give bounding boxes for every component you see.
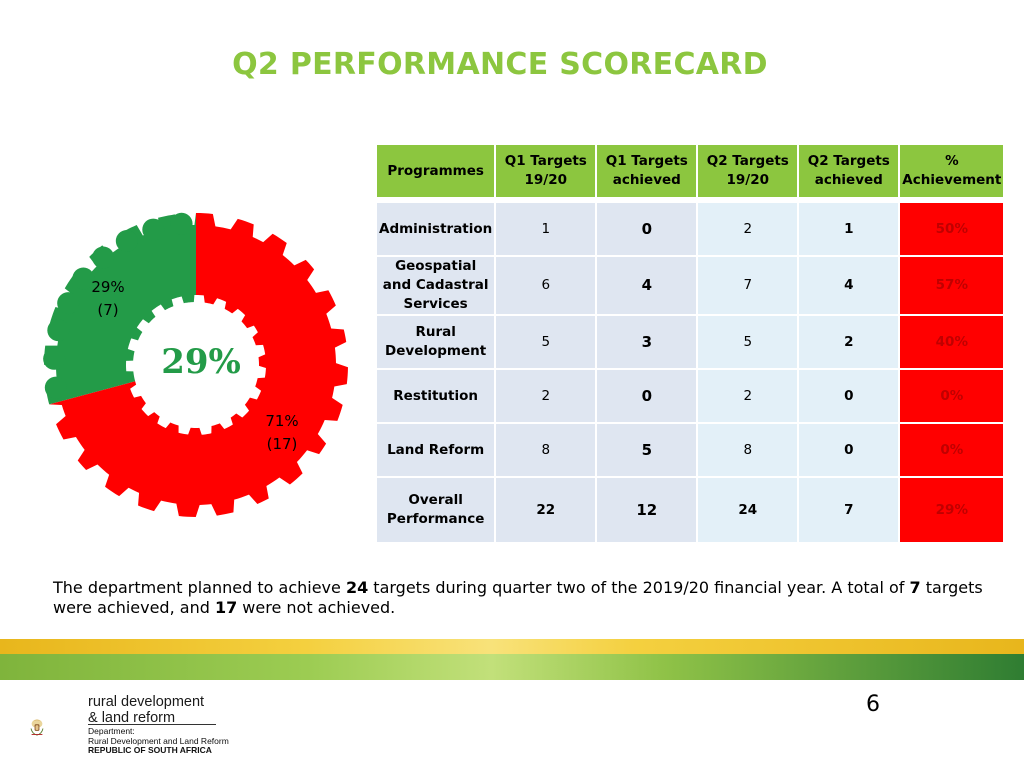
table-row: Geospatial and Cadastral Services 6 4 7 … (377, 257, 1004, 314)
q1-targets-cell: 22 (496, 478, 596, 542)
summary-text: The department planned to achieve (53, 578, 346, 597)
q1-achieved-cell: 5 (597, 424, 697, 476)
logo-divider (88, 724, 216, 725)
achievement-cell: 50% (900, 203, 1004, 255)
programme-cell: Restitution (377, 370, 495, 422)
table-row: Restitution 2 0 2 0 0% (377, 370, 1004, 422)
q2-achieved-cell: 1 (799, 203, 899, 255)
programme-cell: Geospatial and Cadastral Services (377, 257, 495, 314)
page-title: Q2 PERFORMANCE SCORECARD (232, 47, 768, 82)
header-achievement: % Achievement (900, 145, 1004, 197)
q2-targets-cell: 5 (698, 316, 798, 368)
logo-department: Department: Rural Development and Land R… (88, 726, 229, 756)
donut-slices (43, 212, 348, 517)
q2-achieved-cell: 0 (799, 424, 899, 476)
q2-achieved-cell: 4 (799, 257, 899, 314)
header-q1-targets: Q1 Targets 19/20 (496, 145, 596, 197)
donut-green-knobs (43, 212, 193, 399)
table-row: Rural Development 5 3 5 2 40% (377, 316, 1004, 368)
table-row-total: Overall Performance 22 12 24 7 29% (377, 478, 1004, 542)
summary-text: targets during quarter two of the 2019/2… (368, 578, 910, 597)
logo-country: REPUBLIC OF SOUTH AFRICA (88, 745, 212, 755)
q1-targets-cell: 1 (496, 203, 596, 255)
donut-knob (47, 319, 70, 342)
programme-cell: Administration (377, 203, 495, 255)
achievement-cell: 0% (900, 370, 1004, 422)
achievement-cell: 0% (900, 424, 1004, 476)
q1-achieved-cell: 0 (597, 203, 697, 255)
q1-targets-cell: 8 (496, 424, 596, 476)
q1-achieved-cell: 12 (597, 478, 697, 542)
achievement-cell: 29% (900, 478, 1004, 542)
q1-targets-cell: 6 (496, 257, 596, 314)
slice-label-green-percent: 29% (91, 278, 124, 296)
programme-cell: Rural Development (377, 316, 495, 368)
donut-knob (44, 376, 67, 399)
q1-achieved-cell: 4 (597, 257, 697, 314)
q2-targets-cell: 7 (698, 257, 798, 314)
donut-knob (57, 292, 80, 315)
achievement-cell: 40% (900, 316, 1004, 368)
summary-text: were not achieved. (237, 598, 396, 617)
summary-not-achieved-count: 17 (214, 598, 238, 617)
donut-knob (142, 218, 165, 241)
q2-achieved-cell: 7 (799, 478, 899, 542)
q2-achieved-cell: 2 (799, 316, 899, 368)
summary-planned-count: 24 (345, 578, 369, 597)
header-programmes: Programmes (377, 145, 495, 197)
donut-knob (170, 212, 193, 235)
footer-band-green (0, 654, 1024, 680)
q1-achieved-cell: 0 (597, 370, 697, 422)
donut-slice-green (44, 213, 196, 405)
table-row: Land Reform 8 5 8 0 0% (377, 424, 1004, 476)
q2-targets-cell: 24 (698, 478, 798, 542)
logo-dept-label: Department: (88, 726, 135, 736)
summary-achieved-count: 7 (909, 578, 921, 597)
scorecard-table: Programmes Q1 Targets 19/20 Q1 Targets a… (375, 143, 1005, 544)
q2-targets-cell: 2 (698, 370, 798, 422)
donut-knob (92, 246, 115, 269)
programme-cell: Land Reform (377, 424, 495, 476)
donut-knob (72, 267, 95, 290)
donut-slice-red (49, 213, 348, 517)
footer-band-yellow (0, 639, 1024, 654)
donut-knob (115, 230, 138, 252)
header-q1-achieved: Q1 Targets achieved (597, 145, 697, 197)
slice-label-red-percent: 71% (265, 412, 298, 430)
q1-targets-cell: 5 (496, 316, 596, 368)
donut-knob (43, 347, 66, 370)
logo-dept-name: Rural Development and Land Reform (88, 735, 229, 746)
slice-label-red-count: (17) (267, 435, 298, 453)
page-number: 6 (866, 692, 880, 717)
header-q2-targets: Q2 Targets 19/20 (698, 145, 798, 197)
logo-wordmark: rural development & land reform (88, 694, 204, 726)
logo-wordmark-line2: & land reform (88, 710, 176, 726)
q1-targets-cell: 2 (496, 370, 596, 422)
slice-label-green-count: (7) (97, 301, 118, 319)
table-header-row: Programmes Q1 Targets 19/20 Q1 Targets a… (377, 145, 1004, 197)
q2-achieved-cell: 0 (799, 370, 899, 422)
header-q2-achieved: Q2 Targets achieved (799, 145, 899, 197)
programme-cell: Overall Performance (377, 478, 495, 542)
donut-chart: 29% 29% (7) 71% (17) (43, 212, 348, 517)
summary-paragraph: The department planned to achieve 24 tar… (53, 578, 993, 618)
coat-of-arms-logo (30, 719, 44, 736)
q2-targets-cell: 8 (698, 424, 798, 476)
summary-text: targets were achieved, and (53, 578, 983, 617)
q1-achieved-cell: 3 (597, 316, 697, 368)
q2-targets-cell: 2 (698, 203, 798, 255)
table-row: Administration 1 0 2 1 50% (377, 203, 1004, 255)
logo-wordmark-line1: rural development (88, 694, 205, 710)
donut-center-label: 29% (161, 342, 241, 382)
achievement-cell: 57% (900, 257, 1004, 314)
